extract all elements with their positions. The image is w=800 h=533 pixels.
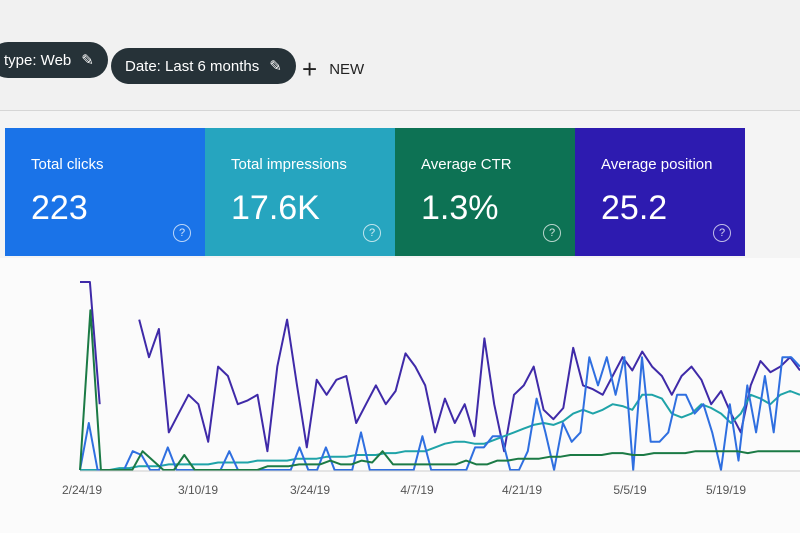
filter-label: type: Web xyxy=(4,51,72,69)
new-filter-button[interactable]: + NEW xyxy=(302,56,364,82)
x-tick-label: 3/24/19 xyxy=(290,483,330,497)
series-line-total-impressions xyxy=(80,390,800,471)
metric-cards: Total clicks 223 ? Total impressions 17.… xyxy=(5,128,745,256)
filter-chip-search-type[interactable]: type: Web ✎ xyxy=(0,42,108,78)
pencil-icon[interactable]: ✎ xyxy=(269,58,282,75)
card-label: Total clicks xyxy=(31,156,104,173)
x-tick-label: 4/7/19 xyxy=(400,483,434,497)
card-value: 223 xyxy=(31,189,88,227)
card-value: 25.2 xyxy=(601,189,668,227)
chart-panel xyxy=(0,258,800,533)
card-total-clicks[interactable]: Total clicks 223 ? xyxy=(5,128,205,256)
series-line-average-ctr xyxy=(79,309,800,471)
plus-icon: + xyxy=(302,54,318,84)
x-tick-label: 5/5/19 xyxy=(613,483,647,497)
filter-bar: type: Web ✎ Date: Last 6 months ✎ + NEW xyxy=(0,0,800,111)
card-label: Total impressions xyxy=(231,156,347,173)
card-label: Average position xyxy=(601,156,713,173)
filter-label: Date: Last 6 months xyxy=(125,57,260,75)
card-value: 1.3% xyxy=(421,189,499,227)
card-average-ctr[interactable]: Average CTR 1.3% ? xyxy=(395,128,575,256)
card-total-impressions[interactable]: Total impressions 17.6K ? xyxy=(205,128,395,256)
help-icon[interactable]: ? xyxy=(713,224,731,242)
card-label: Average CTR xyxy=(421,156,512,173)
pencil-icon[interactable]: ✎ xyxy=(81,52,94,69)
x-tick-label: 3/10/19 xyxy=(178,483,218,497)
x-tick-label: 5/19/19 xyxy=(706,483,746,497)
x-tick-label: 2/24/19 xyxy=(62,483,102,497)
help-icon[interactable]: ? xyxy=(363,224,381,242)
x-tick-label: 4/21/19 xyxy=(502,483,542,497)
card-value: 17.6K xyxy=(231,189,320,227)
help-icon[interactable]: ? xyxy=(543,224,561,242)
help-icon[interactable]: ? xyxy=(173,224,191,242)
filter-chip-date[interactable]: Date: Last 6 months ✎ xyxy=(111,48,296,84)
new-label: NEW xyxy=(329,60,365,78)
card-average-position[interactable]: Average position 25.2 ? xyxy=(575,128,745,256)
series-line-average-position xyxy=(80,281,800,453)
